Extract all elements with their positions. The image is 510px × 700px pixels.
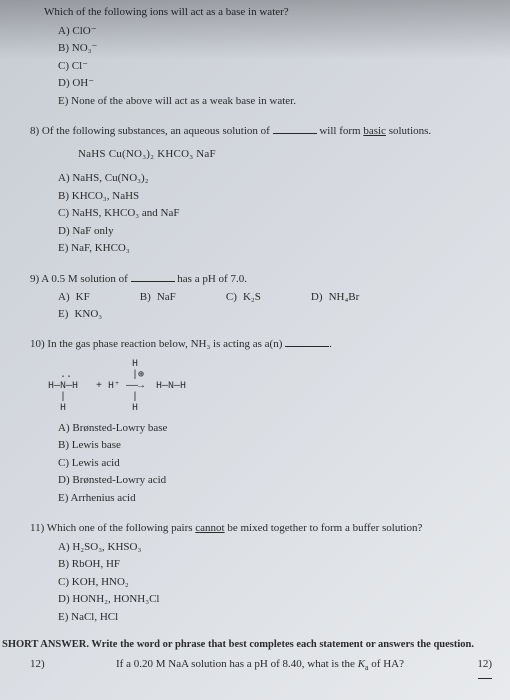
q8-opt-d: D) NaF only xyxy=(58,223,492,240)
q9-opt-d: D) NH₄Br xyxy=(311,289,381,306)
q10-opt-d: D) Brønsted-Lowry acid xyxy=(58,472,492,489)
q12-number: 12) xyxy=(30,658,58,670)
q9-options: A) KF B) NaF C) K₂S D) NH₄Br E) KNO₃ xyxy=(58,289,492,322)
q7-opt-d: D) OH⁻ xyxy=(58,75,492,92)
q10-lewis-structure: H .. |⊕ H—N—H + H⁺ ——→ H—N—H | | H H xyxy=(48,359,492,414)
q11-opt-d: D) HONH₂, HONH₃Cl xyxy=(58,591,492,608)
question-11: 11) Which one of the following pairs can… xyxy=(30,520,492,625)
q7-opt-a: A) ClO⁻ xyxy=(58,23,492,40)
q7-opt-b: B) NO₃⁻ xyxy=(58,40,492,57)
q8-options: A) NaHS, Cu(NO₃)₂ B) KHCO₃, NaHS C) NaHS… xyxy=(58,170,492,257)
q10-opt-a: A) Brønsted-Lowry base xyxy=(58,420,492,437)
q7-options: A) ClO⁻ B) NO₃⁻ C) Cl⁻ D) OH⁻ E) None of… xyxy=(58,23,492,110)
q10-opt-e: E) Arrhenius acid xyxy=(58,490,492,507)
q9-opt-a: A) KF xyxy=(58,289,112,306)
q11-options: A) H₂SO₃, KHSO₃ B) RbOH, HF C) KOH, HNO₂… xyxy=(58,539,492,626)
q10-stem: 10) In the gas phase reaction below, NH₃… xyxy=(30,336,492,353)
q8-opt-c: C) NaHS, KHCO₃ and NaF xyxy=(58,205,492,222)
q10-opt-b: B) Lewis base xyxy=(58,437,492,454)
question-12: 12) If a 0.20 M NaA solution has a pH of… xyxy=(30,658,492,682)
q7-stem: Which of the following ions will act as … xyxy=(44,4,492,21)
q7-opt-e: E) None of the above will act as a weak … xyxy=(58,93,492,110)
q8-stem: 8) Of the following substances, an aqueo… xyxy=(30,123,492,140)
q12-answer-slot: 12) xyxy=(462,658,492,682)
q10-options: A) Brønsted-Lowry base B) Lewis base C) … xyxy=(58,420,492,507)
q9-opt-e: E) KNO₃ xyxy=(58,306,124,323)
q8-opt-a: A) NaHS, Cu(NO₃)₂ xyxy=(58,170,492,187)
question-10: 10) In the gas phase reaction below, NH₃… xyxy=(30,336,492,506)
q8-opt-b: B) KHCO₃, NaHS xyxy=(58,188,492,205)
q7-opt-c: C) Cl⁻ xyxy=(58,58,492,75)
question-7: Which of the following ions will act as … xyxy=(30,4,492,109)
q11-opt-b: B) RbOH, HF xyxy=(58,556,492,573)
q8-substance-list: NaHS Cu(NO₃)₂ KHCO₃ NaF xyxy=(78,146,492,163)
q9-opt-c: C) K₂S xyxy=(226,289,283,306)
q10-opt-c: C) Lewis acid xyxy=(58,455,492,472)
q11-opt-e: E) NaCl, HCl xyxy=(58,609,492,626)
short-answer-header: SHORT ANSWER. Write the word or phrase t… xyxy=(2,639,492,650)
q11-stem: 11) Which one of the following pairs can… xyxy=(30,520,492,537)
question-9: 9) A 0.5 M solution of has a pH of 7.0. … xyxy=(30,271,492,323)
q11-opt-c: C) KOH, HNO₂ xyxy=(58,574,492,591)
q9-stem: 9) A 0.5 M solution of has a pH of 7.0. xyxy=(30,271,492,288)
q9-opt-b: B) NaF xyxy=(140,289,198,306)
q12-text: If a 0.20 M NaA solution has a pH of 8.4… xyxy=(58,658,462,672)
q11-opt-a: A) H₂SO₃, KHSO₃ xyxy=(58,539,492,556)
question-8: 8) Of the following substances, an aqueo… xyxy=(30,123,492,257)
q8-opt-e: E) NaF, KHCO₃ xyxy=(58,240,492,257)
